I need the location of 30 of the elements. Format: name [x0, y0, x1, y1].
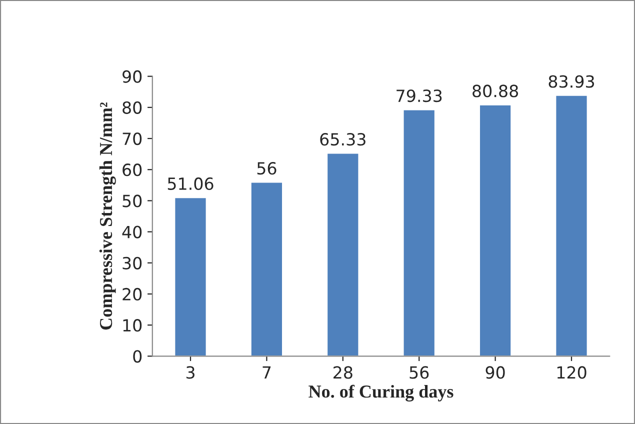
- data-label: 79.33: [396, 89, 442, 102]
- data-label: 80.88: [472, 84, 518, 98]
- bar: [174, 196, 208, 356]
- y-tick-label: 70: [122, 132, 142, 146]
- x-axis-title: No. of Curing days: [308, 384, 454, 402]
- y-tick-label: 30: [122, 256, 142, 270]
- x-tick-label: 120: [557, 366, 586, 379]
- y-tick-label: 10: [123, 319, 142, 332]
- x-tick-label: 56: [410, 366, 429, 379]
- data-label: 83.93: [548, 75, 594, 88]
- y-tick-label: 0: [133, 350, 142, 363]
- y-tick-label: 60: [122, 164, 142, 176]
- data-label: 65.33: [320, 133, 366, 146]
- y-tick-label: 90: [122, 70, 142, 83]
- x-tick-label: 28: [334, 366, 352, 379]
- y-axis-title: Compressive Strength N/mm²: [99, 102, 116, 330]
- data-label: 51.06: [168, 177, 214, 190]
- x-tick-label: 7: [262, 366, 271, 379]
- y-tick-label: 20: [122, 288, 142, 301]
- bar: [250, 181, 284, 356]
- bar: [402, 108, 436, 356]
- data-label: 56: [257, 162, 276, 175]
- x-tick-label: 3: [186, 366, 194, 379]
- bar: [478, 104, 512, 356]
- bar: [554, 94, 588, 356]
- bar: [326, 152, 360, 356]
- x-tick-label: 90: [486, 366, 505, 379]
- y-tick-label: 40: [122, 226, 142, 238]
- y-tick-label: 80: [122, 101, 142, 114]
- y-tick-label: 50: [122, 194, 142, 208]
